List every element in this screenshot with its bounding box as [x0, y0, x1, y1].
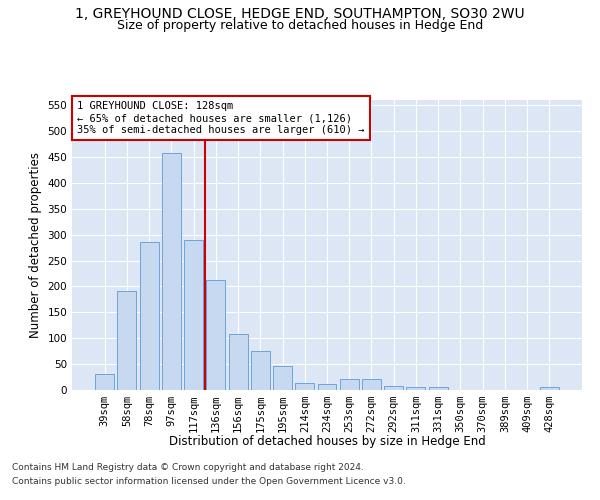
Bar — [162, 153, 181, 390]
Text: Contains HM Land Registry data © Crown copyright and database right 2024.: Contains HM Land Registry data © Crown c… — [12, 464, 364, 472]
Bar — [340, 378, 359, 390]
Bar — [118, 290, 136, 390]
Bar — [317, 384, 337, 390]
Bar — [184, 240, 203, 390]
Bar — [384, 386, 403, 390]
Text: 1, GREYHOUND CLOSE, HEDGE END, SOUTHAMPTON, SO30 2WU: 1, GREYHOUND CLOSE, HEDGE END, SOUTHAMPT… — [75, 8, 525, 22]
Bar — [406, 388, 425, 390]
Bar — [362, 378, 381, 390]
Bar — [273, 366, 292, 390]
Bar — [229, 334, 248, 390]
Text: Distribution of detached houses by size in Hedge End: Distribution of detached houses by size … — [169, 435, 485, 448]
Bar — [251, 351, 270, 390]
Bar — [295, 384, 314, 390]
Bar — [206, 280, 225, 390]
Y-axis label: Number of detached properties: Number of detached properties — [29, 152, 42, 338]
Text: Size of property relative to detached houses in Hedge End: Size of property relative to detached ho… — [117, 19, 483, 32]
Bar — [429, 388, 448, 390]
Bar — [95, 374, 114, 390]
Text: 1 GREYHOUND CLOSE: 128sqm
← 65% of detached houses are smaller (1,126)
35% of se: 1 GREYHOUND CLOSE: 128sqm ← 65% of detac… — [77, 102, 365, 134]
Bar — [140, 242, 158, 390]
Text: Contains public sector information licensed under the Open Government Licence v3: Contains public sector information licen… — [12, 477, 406, 486]
Bar — [540, 388, 559, 390]
